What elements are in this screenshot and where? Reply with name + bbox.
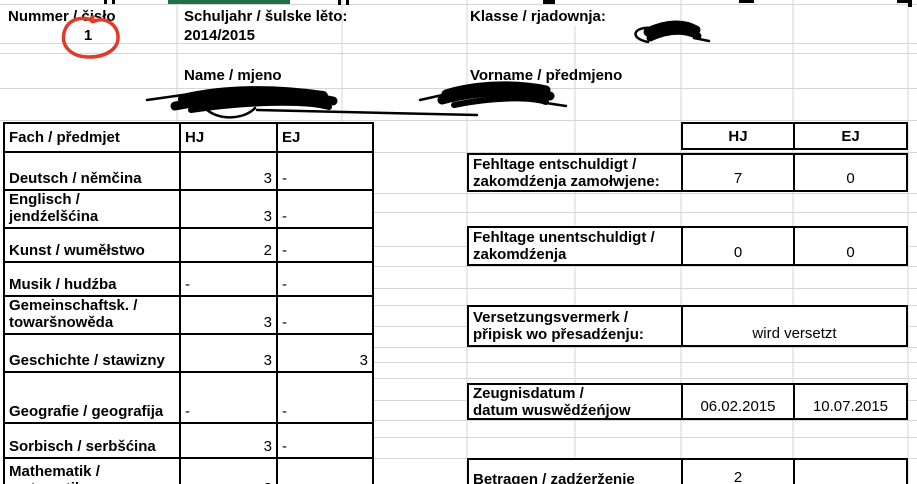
vorname-label: Vorname / předmjeno (470, 67, 623, 84)
zeugnisdatum-ej-cell[interactable]: 10.07.2015 (793, 383, 908, 420)
betragen-hj-cell[interactable]: 2 (681, 458, 793, 484)
grade-cell-ej[interactable]: - (276, 295, 374, 335)
cutoff-text-fragment (104, 0, 107, 4)
grade-cell-ej[interactable]: - (276, 189, 374, 229)
fehltage-entschuldigt-hj-cell[interactable]: 7 (681, 153, 793, 192)
subjects-header-row: Fach / předmjet HJ EJ (3, 122, 374, 153)
summary-col-ej: EJ (793, 122, 908, 150)
klasse-label: Klasse / rjadownja: (470, 8, 606, 25)
subject-label: Englisch / jendźelšćina (3, 189, 181, 229)
selection-border-fragment (168, 0, 290, 4)
name-redaction-scribble (145, 86, 479, 119)
subject-label: Musik / hudźba (3, 261, 181, 297)
grade-cell-ej[interactable] (276, 457, 374, 484)
table-row: Musik / hudźba - - (3, 261, 374, 297)
grade-cell-hj[interactable]: 2 (179, 227, 278, 263)
klasse-redaction-scribble (634, 20, 711, 44)
subject-label: Mathematik / matematika (3, 457, 181, 484)
cutoff-text-fragment (543, 0, 555, 4)
schuljahr-label: Schuljahr / šulske lěto: (184, 8, 348, 25)
subjects-col-hj: HJ (179, 122, 278, 153)
cutoff-text-fragment (346, 0, 349, 5)
table-row: Deutsch / němčina 3 - (3, 151, 374, 191)
grade-cell-hj[interactable]: 3 (179, 333, 278, 373)
fehltage-unentschuldigt-ej-cell[interactable]: 0 (793, 226, 908, 266)
fehltage-unentschuldigt-label: Fehltage unentschuldigt / zakomdźenja (467, 226, 681, 266)
table-row: Mathematik / matematika 3 (3, 457, 374, 484)
grade-cell-hj[interactable]: 3 (179, 457, 278, 484)
subject-label: Geschichte / stawizny (3, 333, 181, 373)
grade-cell-ej[interactable]: - (276, 151, 374, 191)
nummer-value-cell[interactable]: 1 (83, 27, 93, 44)
table-row: Kunst / wuměłstwo 2 - (3, 227, 374, 263)
grade-cell-hj[interactable]: - (179, 261, 278, 297)
cutoff-text-fragment (897, 0, 911, 3)
grade-cell-ej[interactable]: - (276, 422, 374, 459)
subjects-col-fach: Fach / předmjet (3, 122, 181, 153)
subject-label: Gemeinschaftsk. / towaršnowěda (3, 295, 181, 335)
table-row: Geografie / geografija - - (3, 371, 374, 424)
fehltage-entschuldigt-ej-cell[interactable]: 0 (793, 153, 908, 192)
grade-cell-hj[interactable]: 3 (179, 151, 278, 191)
zeugnisdatum-label: Zeugnisdatum / datum wuswědźeńjow (467, 383, 681, 420)
subject-label: Deutsch / němčina (3, 151, 181, 191)
table-row: Sorbisch / serbšćina 3 - (3, 422, 374, 459)
schuljahr-value-cell[interactable]: 2014/2015 (184, 27, 255, 44)
versetzungsvermerk-value-cell[interactable]: wird versetzt (681, 305, 908, 347)
subject-label: Kunst / wuměłstwo (3, 227, 181, 263)
cutoff-text-fragment (338, 0, 341, 5)
summary-col-hj: HJ (681, 122, 793, 150)
cutoff-text-fragment (739, 0, 754, 3)
table-row: Englisch / jendźelšćina 3 - (3, 189, 374, 229)
grade-cell-hj[interactable]: 3 (179, 422, 278, 459)
cutoff-text-fragment (908, 0, 912, 7)
subjects-table: Fach / předmjet HJ EJ Deutsch / němčina … (3, 122, 374, 484)
grade-cell-ej[interactable]: - (276, 261, 374, 297)
subject-label: Sorbisch / serbšćina (3, 422, 181, 459)
table-row: Geschichte / stawizny 3 3 (3, 333, 374, 373)
grade-cell-ej[interactable]: - (276, 227, 374, 263)
subjects-col-ej: EJ (276, 122, 374, 153)
name-label: Name / mjeno (184, 67, 282, 84)
grade-cell-hj[interactable]: 3 (179, 295, 278, 335)
betragen-ej-cell[interactable] (793, 458, 908, 484)
grade-cell-hj[interactable]: - (179, 371, 278, 424)
grade-cell-hj[interactable]: 3 (179, 189, 278, 229)
cutoff-text-fragment (112, 0, 115, 4)
zeugnisdatum-hj-cell[interactable]: 06.02.2015 (681, 383, 793, 420)
fehltage-unentschuldigt-hj-cell[interactable]: 0 (681, 226, 793, 266)
vorname-redaction-scribble (418, 81, 568, 108)
fehltage-entschuldigt-label: Fehltage entschuldigt / zakomdźenja zamo… (467, 153, 681, 192)
grade-cell-ej[interactable]: 3 (276, 333, 374, 373)
betragen-label: Betragen / zadźerženje (467, 458, 681, 484)
subject-label: Geografie / geografija (3, 371, 181, 424)
nummer-red-circle-annotation (61, 15, 120, 59)
versetzungsvermerk-label: Versetzungsvermerk / připisk wo přesadźe… (467, 305, 681, 347)
table-row: Gemeinschaftsk. / towaršnowěda 3 - (3, 295, 374, 335)
grade-cell-ej[interactable]: - (276, 371, 374, 424)
